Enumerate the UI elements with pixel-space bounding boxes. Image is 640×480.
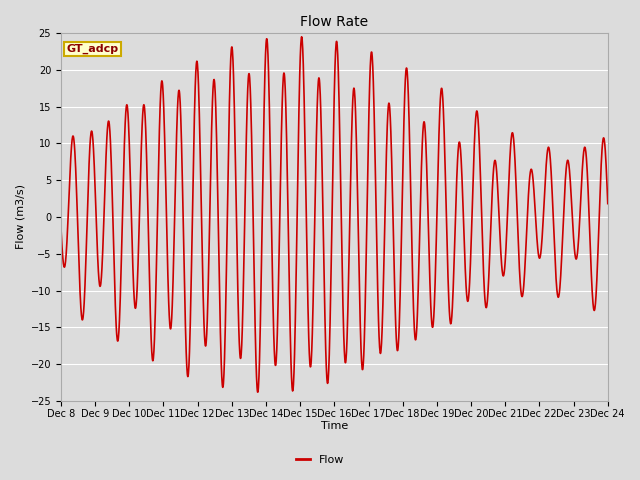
Y-axis label: Flow (m3/s): Flow (m3/s) (15, 184, 25, 250)
Legend: Flow: Flow (292, 451, 348, 469)
Title: Flow Rate: Flow Rate (300, 15, 369, 29)
Text: GT_adcp: GT_adcp (67, 44, 118, 54)
X-axis label: Time: Time (321, 421, 348, 432)
